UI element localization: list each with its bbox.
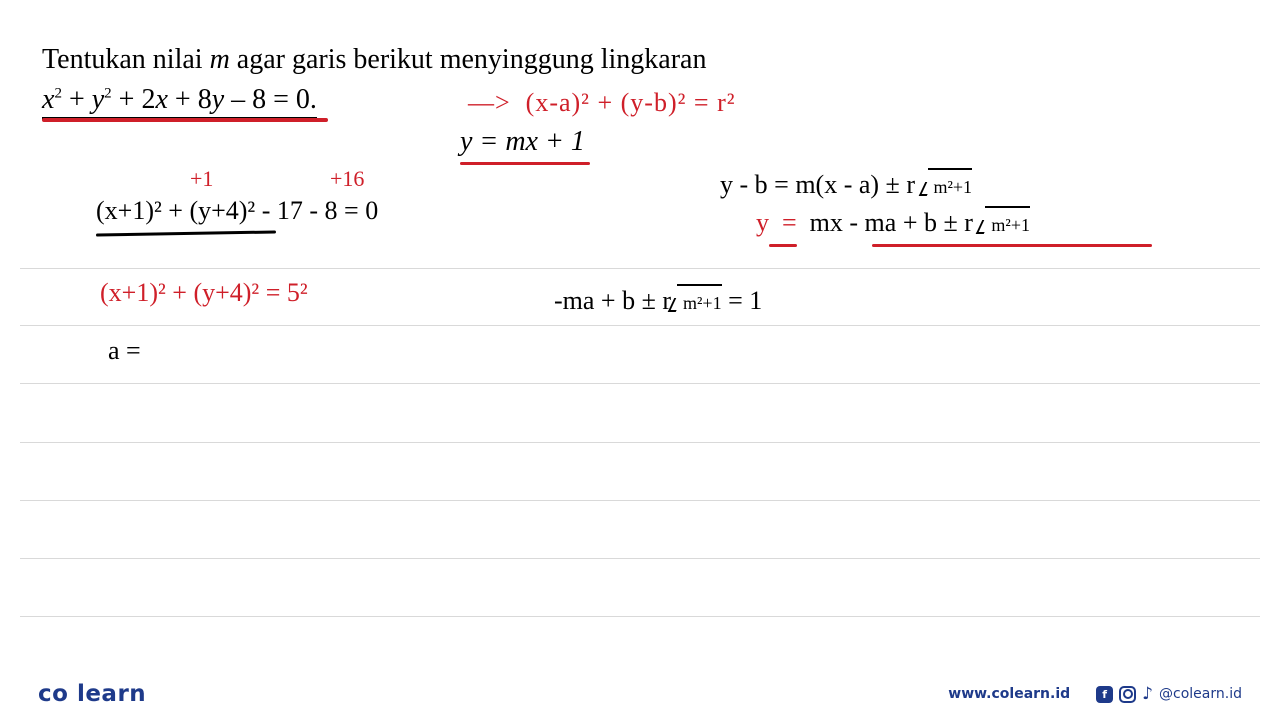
logo-post: learn [77,681,146,707]
brand-logo: co learn [38,681,146,707]
stem-var: m [210,44,230,75]
completed-square: (x+1)² + (y+4)² - 17 - 8 = 0 [96,196,378,226]
cond-eq: = 1 [722,286,763,315]
stem-post: agar garis berikut menyinggung lingkaran [230,44,707,75]
instagram-icon [1119,686,1136,703]
tangent-y: y [756,208,769,237]
tangent-expanded: y = mx - ma + b ± r m²+1 [756,208,1030,238]
social-handle: @colearn.id [1159,686,1242,702]
tiktok-icon: ♪ [1142,684,1153,704]
standard-form-annot: —> (x-a)² + (y-b)² = r² [468,88,736,118]
radius-form: (x+1)² + (y+4)² = 5² [100,278,308,308]
logo-dot [68,681,77,707]
tangent-rhs-underline [872,244,1152,247]
circle-equation: x2 + y2 + 2x + 8y – 8 = 0. [42,84,317,116]
footer-bar: co learn www.colearn.id f ♪ @colearn.id [0,668,1280,720]
tangent-eq: = [782,208,797,237]
std-form: (x-a)² + (y-b)² = r² [526,88,736,117]
cond-rad: m²+1 [683,293,722,313]
stem-pre: Tentukan nilai [42,44,210,75]
completed-square-underline [96,230,276,236]
tangent-general: y - b = m(x - a) ± r m²+1 [720,170,972,200]
line-equation: y = mx + 1 [460,126,585,158]
facebook-icon: f [1096,686,1113,703]
tangent-rhs: mx - ma + b ± r [810,208,980,237]
social-group: f ♪ @colearn.id [1096,684,1242,704]
rule-line [20,500,1260,501]
red-underline-line [460,162,590,165]
rule-line [20,442,1260,443]
tangent-y-underline [769,244,797,247]
rule-line [20,616,1260,617]
rule-line [20,268,1260,269]
footer-right: www.colearn.id f ♪ @colearn.id [948,684,1242,704]
red-underline-eq [42,118,328,122]
tangent-radicand1: m²+1 [934,177,973,197]
arrow: —> [468,88,511,117]
cond-lhs: -ma + b ± r [554,286,671,315]
rule-line [20,558,1260,559]
logo-pre: co [38,681,68,707]
whiteboard-page: Tentukan nilai m agar garis berikut meny… [0,0,1280,720]
problem-stem: Tentukan nilai m agar garis berikut meny… [42,44,706,76]
footer-url: www.colearn.id [948,686,1070,702]
annot-plus1: +1 [190,166,213,192]
tangent-condition: -ma + b ± r m²+1 = 1 [554,286,762,316]
tangent-general-lhs: y - b = m(x - a) ± r [720,170,922,199]
tangent-radicand2: m²+1 [991,215,1030,235]
annot-plus16: +16 [330,166,364,192]
rule-line [20,383,1260,384]
a-equals: a = [108,336,141,366]
rule-line [20,325,1260,326]
